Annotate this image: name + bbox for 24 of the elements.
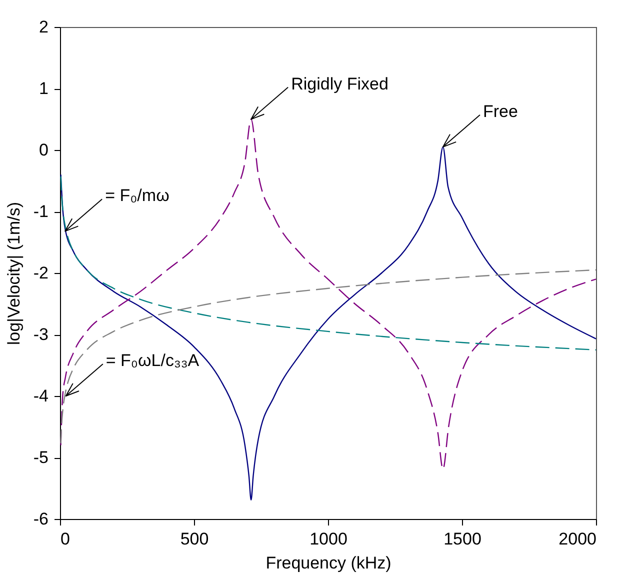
annotation: = F₀ωL/c₃₃A (106, 351, 200, 370)
annotation: Rigidly Fixed (291, 74, 388, 94)
y-tick-label: -5 (33, 448, 48, 467)
annotation: = F₀/mω (105, 186, 170, 206)
y-tick-label: -1 (33, 202, 48, 221)
y-tick-label: 2 (39, 18, 48, 36)
x-tick-label: 1000 (310, 530, 348, 548)
y-tick-label: 0 (39, 140, 48, 160)
x-tick-label: 0 (60, 530, 70, 548)
line-series (60, 146, 596, 501)
line-series (60, 269, 596, 444)
y-tick-label: 1 (39, 79, 48, 98)
x-tick-label: 2000 (558, 530, 596, 548)
x-axis-title: Frequency (kHz) (266, 554, 392, 572)
y-tick-label: -2 (33, 264, 48, 282)
y-tick-label: -3 (33, 325, 48, 344)
x-tick-label: 1500 (444, 530, 482, 548)
y-axis-title: log|Velocity| (1m/s) (4, 202, 24, 345)
annotation: Free (482, 102, 518, 121)
y-tick-label: -6 (33, 510, 48, 528)
y-tick-label: -4 (33, 386, 48, 406)
line-series (60, 118, 596, 470)
line-series (60, 176, 596, 350)
x-tick-label: 500 (180, 530, 209, 548)
